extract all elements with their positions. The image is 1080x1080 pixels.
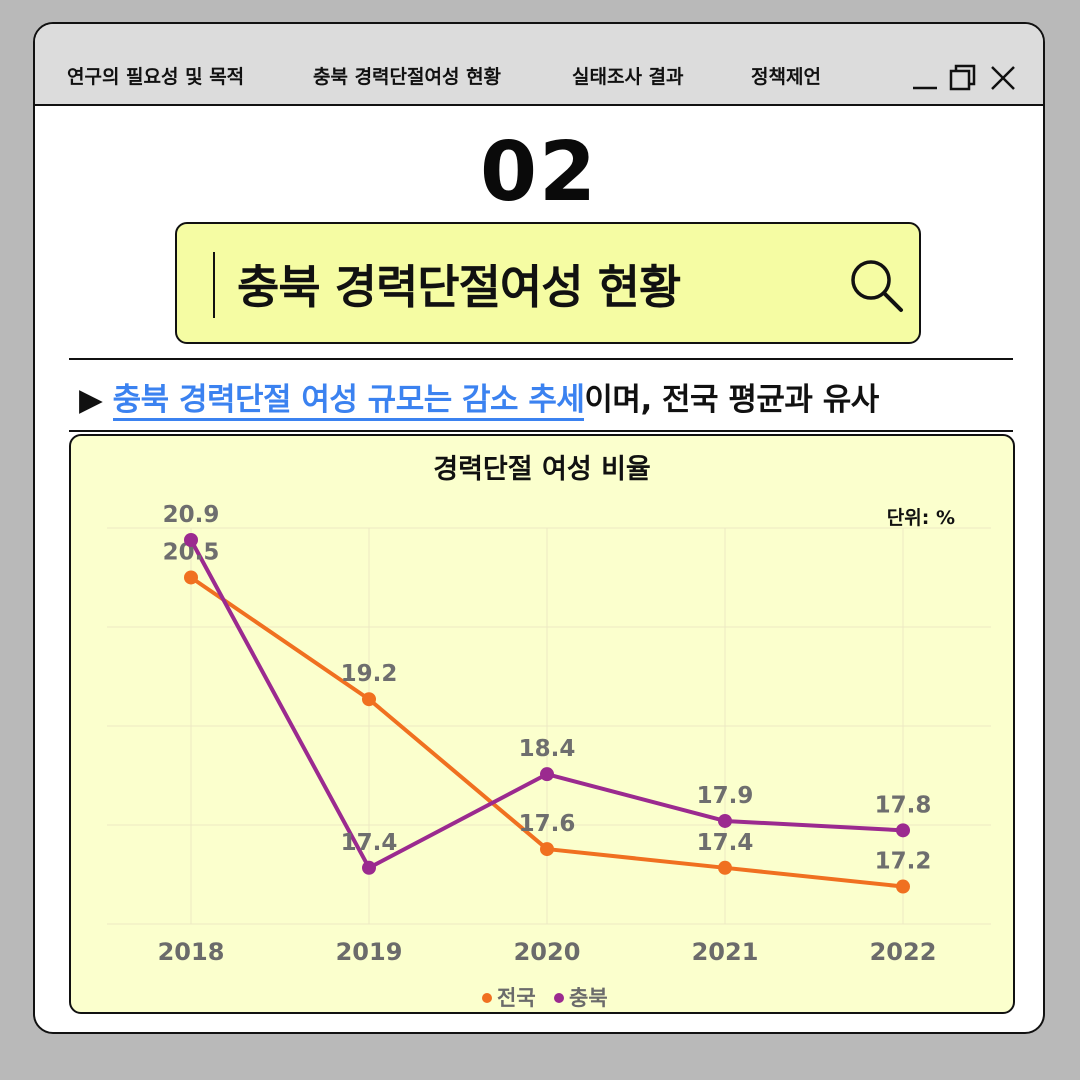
x-tick-label: 2018 (158, 938, 225, 966)
legend-marker (554, 993, 564, 1003)
data-label: 17.9 (697, 783, 754, 809)
title-bar: 연구의 필요성 및 목적 충북 경력단절여성 현황 실태조사 결과 정책제언 (35, 24, 1043, 106)
minimize-icon[interactable] (911, 64, 939, 92)
data-label: 20.9 (163, 502, 220, 528)
data-label: 19.2 (341, 661, 398, 687)
search-icon (851, 260, 903, 312)
divider-bottom (69, 430, 1013, 432)
data-label: 18.4 (519, 736, 576, 762)
legend-marker (482, 993, 492, 1003)
data-point (718, 860, 732, 875)
data-point (896, 879, 910, 894)
section-title-box: 충북 경력단절여성 현황 (175, 222, 921, 344)
title-divider (213, 252, 215, 318)
tab-chungbuk-status[interactable]: 충북 경력단절여성 현황 (313, 66, 502, 88)
data-point (184, 533, 198, 547)
x-tick-label: 2022 (870, 938, 937, 966)
legend-label: 전국 (497, 986, 536, 1010)
chart-panel: 경력단절 여성 비율 단위: % 2018 2019 2020 2021 2022 20.5 1… (69, 434, 1015, 1014)
subheading-highlight: 충북 경력단절 여성 규모는 감소 추세 (112, 382, 585, 421)
arrow-marker: ▶ (79, 382, 103, 418)
subheading: ▶ 충북 경력단절 여성 규모는 감소 추세이며, 전국 평균과 유사 (79, 374, 879, 421)
tab-research-purpose[interactable]: 연구의 필요성 및 목적 (67, 66, 245, 88)
legend-label: 충북 (569, 986, 608, 1010)
x-tick-label: 2020 (514, 938, 581, 966)
section-number: 02 (479, 125, 599, 220)
data-point (362, 692, 376, 707)
data-label: 17.8 (875, 792, 932, 818)
x-tick-label: 2021 (692, 938, 759, 966)
data-point (540, 842, 554, 857)
tab-policy-proposal[interactable]: 정책제언 (751, 66, 821, 88)
subheading-rest: 이며, 전국 평균과 유사 (584, 382, 879, 418)
data-label: 17.6 (519, 811, 576, 837)
data-label: 17.4 (697, 830, 754, 856)
restore-icon[interactable] (949, 64, 977, 92)
tab-survey-results[interactable]: 실태조사 결과 (572, 66, 684, 88)
chart-unit-label: 단위: % (887, 507, 955, 529)
app-window: 연구의 필요성 및 목적 충북 경력단절여성 현황 실태조사 결과 정책제언 0… (33, 22, 1045, 1034)
x-tick-label: 2019 (336, 938, 403, 966)
data-point (184, 570, 198, 585)
data-label: 17.4 (341, 830, 398, 856)
data-point (896, 823, 910, 838)
section-title: 충북 경력단절여성 현황 (237, 260, 681, 314)
data-point (362, 860, 376, 875)
close-icon[interactable] (989, 64, 1017, 92)
data-point (540, 767, 554, 782)
data-point (718, 813, 732, 828)
divider-top (69, 358, 1013, 360)
data-label: 17.2 (875, 849, 932, 875)
chart-title: 경력단절 여성 비율 (433, 454, 651, 485)
